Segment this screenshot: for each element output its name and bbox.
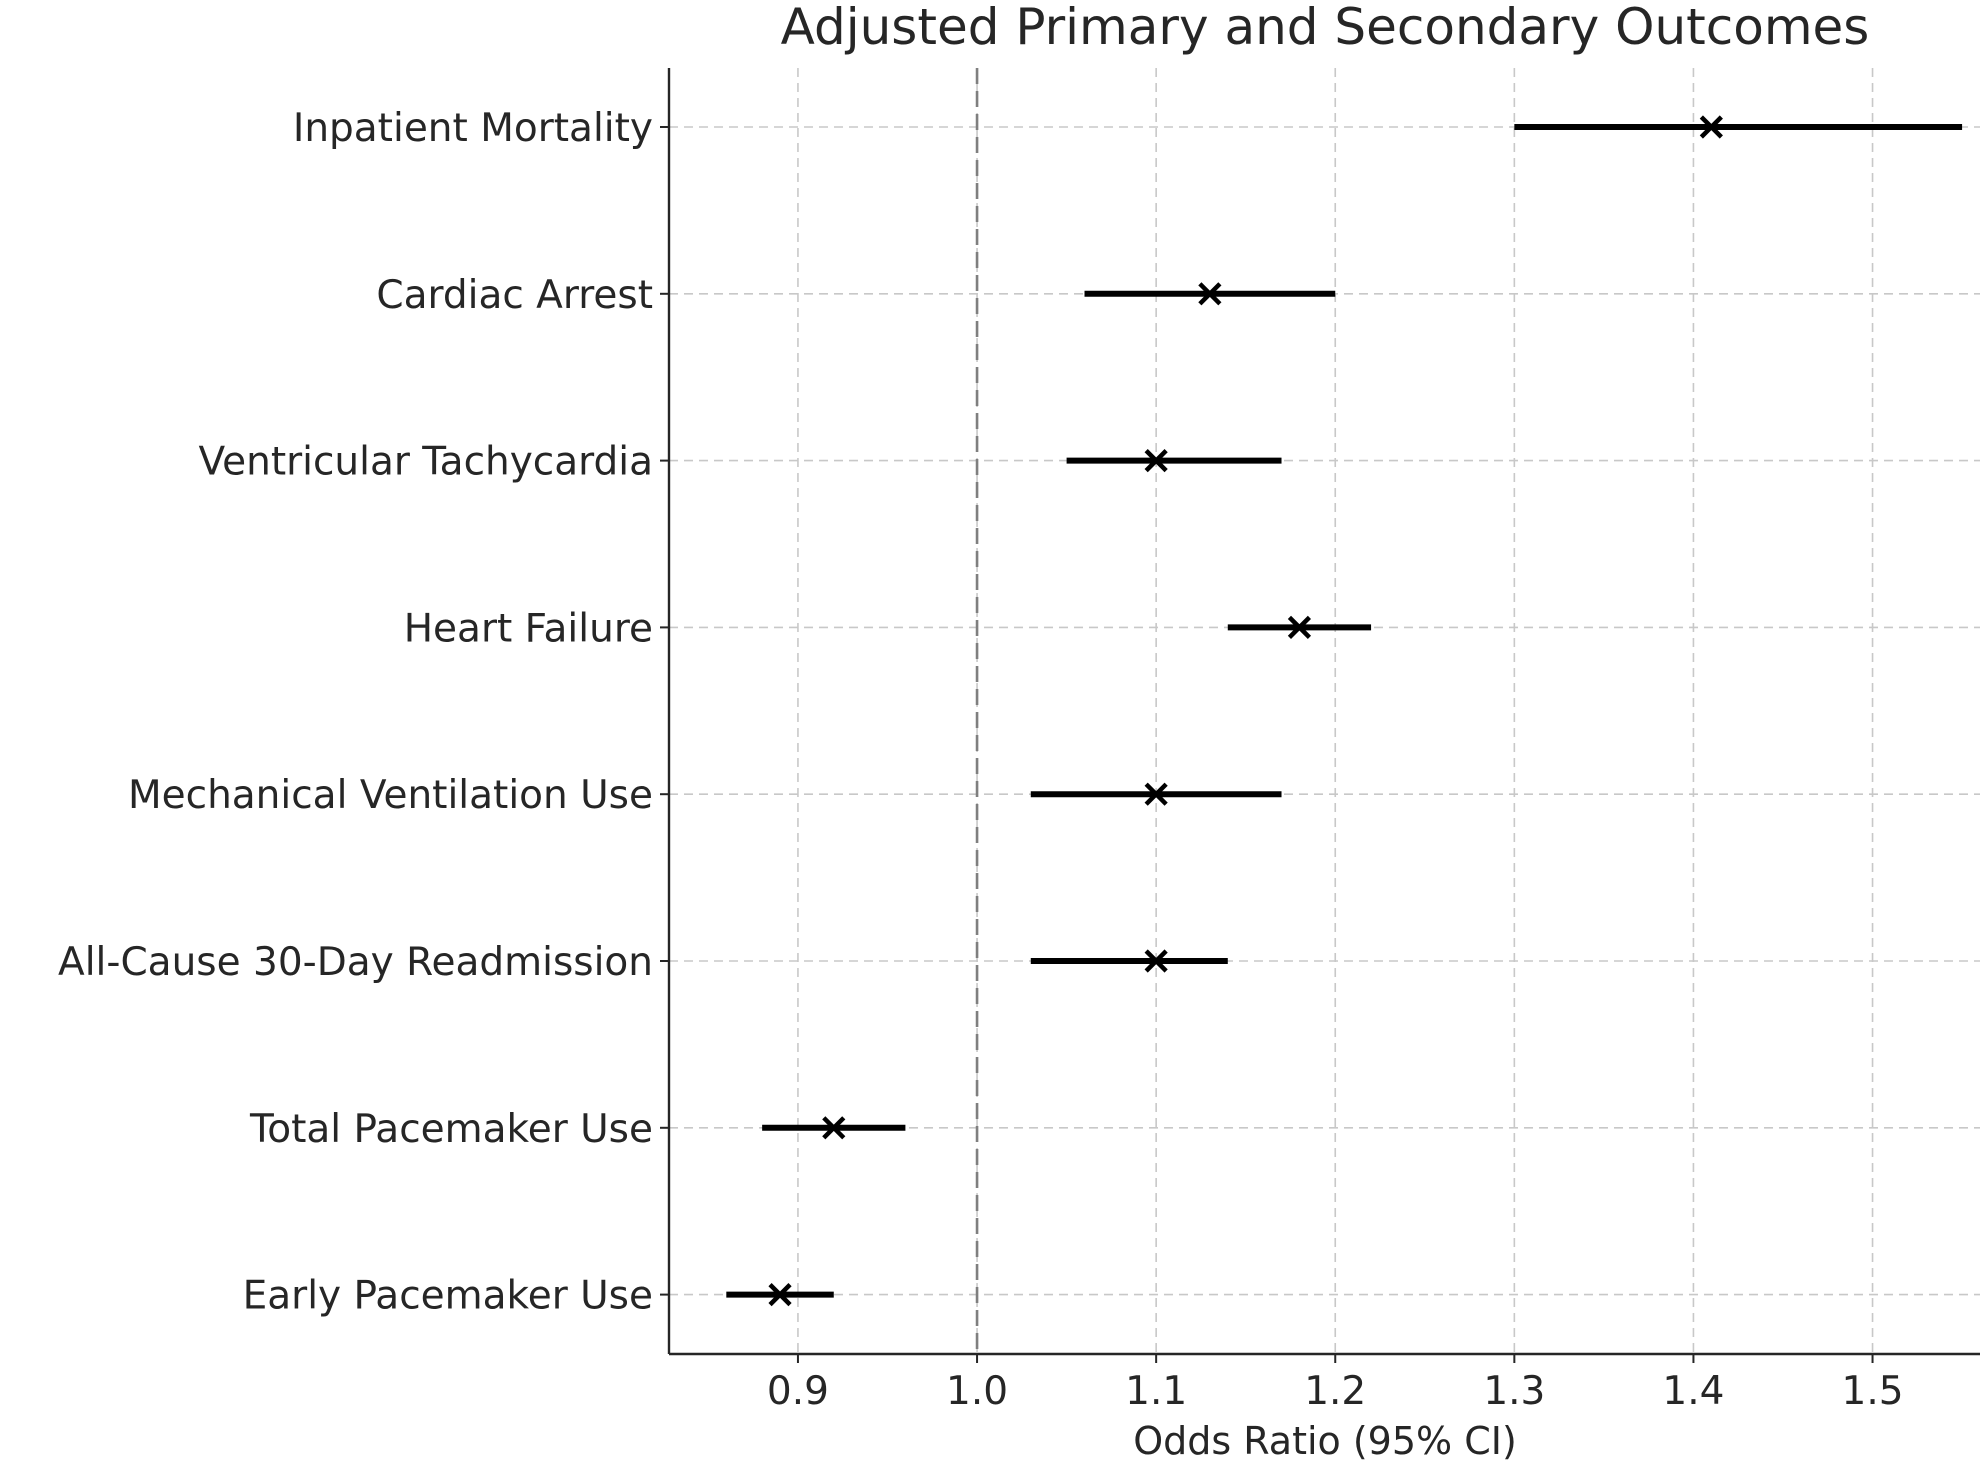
x-tick-label: 1.0	[946, 1369, 1008, 1414]
outcome-labels: Inpatient Mortality Cardiac Arrest Ventric…	[58, 106, 653, 1319]
outcome-label: Early Pacemaker Use	[243, 1274, 653, 1319]
x-tick-label: 1.5	[1842, 1369, 1904, 1414]
outcome-label: Inpatient Mortality	[293, 106, 653, 151]
marker-stroke	[1144, 449, 1168, 473]
outcome-label: All-Cause 30-Day Readmission	[58, 940, 653, 985]
outcome-label: Heart Failure	[404, 606, 653, 651]
x-tick-label: 1.1	[1125, 1369, 1187, 1414]
odds-ratio-marker	[1144, 782, 1168, 806]
odds-ratio-marker	[1198, 282, 1222, 306]
marker-stroke	[768, 1283, 792, 1307]
outcome-label: Total Pacemaker Use	[249, 1107, 653, 1152]
odds-ratio-marker	[768, 1283, 792, 1307]
odds-ratio-marker	[1699, 115, 1723, 139]
x-axis-label: Odds Ratio (95% CI)	[1133, 1419, 1517, 1463]
marker-stroke	[1144, 949, 1168, 973]
x-tick-label: 0.9	[767, 1369, 829, 1414]
marker-stroke	[1287, 615, 1312, 639]
outcome-label: Mechanical Ventilation Use	[128, 773, 653, 818]
outcome-label: Ventricular Tachycardia	[198, 440, 653, 485]
axis-ticks: 0.9 1.0 1.1 1.2 1.3 1.4 1.5	[660, 126, 1904, 1414]
odds-ratio-marker	[1144, 949, 1168, 973]
chart-title: Adjusted Primary and Secondary Outcomes	[781, 0, 1870, 56]
x-tick-label: 1.3	[1483, 1369, 1545, 1414]
grid-lines	[669, 68, 1980, 1354]
marker-stroke	[1699, 115, 1723, 139]
odds-ratio-marker	[1144, 449, 1168, 473]
odds-ratio-marker	[1287, 615, 1312, 639]
estimate-marks	[726, 115, 1963, 1307]
marker-stroke	[1144, 782, 1168, 806]
axes-spines	[667, 68, 1980, 1356]
odds-ratio-marker	[822, 1116, 846, 1140]
marker-stroke	[822, 1116, 846, 1140]
outcome-label: Cardiac Arrest	[376, 273, 653, 318]
x-tick-label: 1.2	[1304, 1369, 1366, 1414]
marker-stroke	[1198, 282, 1222, 306]
x-tick-label: 1.4	[1662, 1369, 1724, 1414]
